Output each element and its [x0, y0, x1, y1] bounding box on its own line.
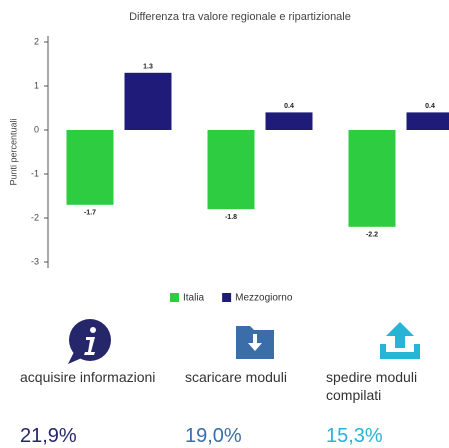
value-label: -1.7	[84, 210, 96, 217]
indicator-value: 15,3%	[326, 424, 449, 448]
y-tick-label: -3	[31, 256, 39, 266]
bar	[266, 112, 313, 130]
y-tick-label: 1	[34, 80, 39, 90]
y-tick-label: 2	[34, 36, 39, 46]
indicator-label: spedire moduli compilati	[326, 368, 449, 404]
indicator-value: 21,9%	[20, 424, 160, 448]
indicator-label: acquisire informazioni	[20, 368, 160, 386]
bar	[407, 112, 449, 130]
y-tick-label: 0	[34, 124, 39, 134]
value-label: -2.2	[366, 232, 378, 239]
legend-label: Mezzogiorno	[235, 293, 293, 304]
legend-label: Italia	[183, 293, 205, 304]
value-label: 0.4	[284, 103, 294, 110]
value-label: -1.8	[225, 214, 237, 221]
legend-swatch	[170, 293, 179, 302]
bar	[125, 73, 172, 130]
bar	[349, 130, 396, 227]
indicator-value: 19,0%	[185, 424, 325, 448]
value-label: 1.3	[143, 64, 153, 71]
upload-icon	[380, 322, 420, 359]
y-tick-label: -1	[31, 168, 39, 178]
value-label: 0.4	[425, 103, 435, 110]
info-icon	[68, 319, 111, 364]
download-folder-icon	[236, 326, 274, 359]
chart-title: Differenza tra valore regionale e ripart…	[129, 11, 351, 23]
y-tick-label: -2	[31, 212, 39, 222]
bar	[67, 130, 114, 205]
y-axis-label: Punti percentuali	[8, 118, 18, 185]
indicator-label: scaricare moduli	[185, 368, 325, 386]
legend-swatch	[222, 293, 231, 302]
bar	[208, 130, 255, 209]
